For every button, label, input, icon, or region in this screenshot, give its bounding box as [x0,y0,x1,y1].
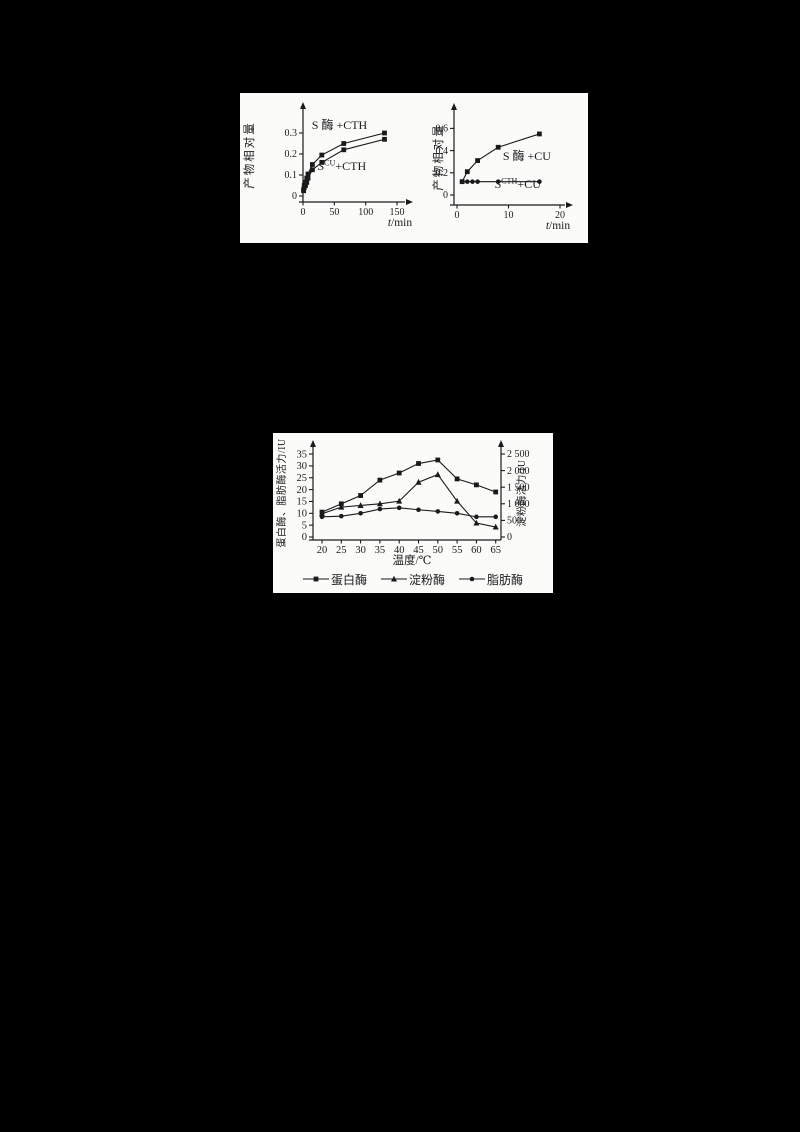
svg-text:25: 25 [297,473,308,484]
svg-text:0: 0 [507,532,512,543]
svg-text:蛋白酶、脂肪酶活力/IU: 蛋白酶、脂肪酶活力/IU [275,438,288,548]
square-marker-icon [302,576,329,582]
svg-text:0.2: 0.2 [285,149,298,160]
chart-legend: 蛋白酶 淀粉酶 脂肪酶 [273,567,553,591]
svg-text:1 000: 1 000 [507,499,530,510]
svg-text:30: 30 [297,461,308,472]
svg-text:SCTH+CU: SCTH+CU [495,177,541,192]
svg-text:60: 60 [471,545,482,556]
svg-text:10: 10 [504,210,514,221]
svg-text:15: 15 [297,497,308,508]
svg-text:40: 40 [394,545,405,556]
svg-text:产物相对量: 产物相对量 [432,123,445,191]
svg-text:2 000: 2 000 [507,466,530,477]
svg-text:55: 55 [452,545,463,556]
svg-text:S 酶 +CU: S 酶 +CU [503,148,551,163]
svg-text:50: 50 [433,545,444,556]
legend-label: 淀粉酶 [408,572,445,587]
svg-text:65: 65 [490,545,501,556]
svg-text:SCU+CTH: SCU+CTH [318,158,366,173]
legend-label: 蛋白酶 [330,572,367,587]
svg-text:25: 25 [336,545,347,556]
svg-text:0.2: 0.2 [436,168,449,179]
svg-text:t/min: t/min [546,220,571,232]
enzyme-temperature-figure-panel: 20 25 30 35 40 45 50 55 60 65 0 5 10 15 20 25 30 35 0 500 1 … [273,433,553,593]
svg-text:500: 500 [507,516,522,527]
svg-text:0: 0 [301,207,306,218]
svg-text:0: 0 [292,191,297,202]
svg-text:S 酶 +CTH: S 酶 +CTH [312,117,368,132]
svg-text:20: 20 [297,485,308,496]
svg-text:2 500: 2 500 [507,449,530,460]
chart-substrate-cth-kinetics: 0 50 100 150 0 0.1 0.2 0.3 产物相对量 t/min S 酶 +CTH SCU… [242,102,413,229]
svg-text:1 500: 1 500 [507,482,530,493]
svg-text:30: 30 [355,545,366,556]
svg-text:35: 35 [375,545,386,556]
svg-text:温度/℃: 温度/℃ [392,553,431,567]
svg-text:45: 45 [413,545,424,556]
svg-text:5: 5 [302,520,307,531]
legend-label: 脂肪酶 [487,572,524,587]
svg-text:35: 35 [297,449,308,460]
svg-text:20: 20 [317,545,328,556]
svg-text:150: 150 [390,207,405,218]
triangle-marker-icon [380,575,407,582]
svg-text:0.1: 0.1 [285,170,298,181]
circle-marker-icon [459,576,485,582]
svg-text:t/min: t/min [388,217,413,229]
svg-text:50: 50 [329,207,339,218]
legend-item: 蛋白酶 [302,571,367,588]
legend-item: 淀粉酶 [380,571,445,588]
svg-text:0.6: 0.6 [436,124,449,135]
svg-text:0.3: 0.3 [285,128,298,139]
svg-text:100: 100 [358,207,373,218]
svg-text:20: 20 [555,210,565,221]
chart-enzyme-activity-vs-temperature: 20 25 30 35 40 45 50 55 60 650510152025303505001 … [275,438,530,567]
svg-text:0: 0 [302,532,307,543]
svg-text:0: 0 [455,210,460,221]
svg-text:0.4: 0.4 [436,146,449,157]
svg-text:淀粉酶活力/IU: 淀粉酶活力/IU [515,459,528,527]
legend-item: 脂肪酶 [459,571,523,588]
svg-text:10: 10 [297,509,308,520]
enzyme-kinetics-figure-panel: 0 50 100 150 0 0.1 0.2 0.3 产物相对量 t/min S 酶 +CTH SCU… [240,93,588,243]
svg-text:0: 0 [443,190,448,201]
svg-text:产物相对量: 产物相对量 [242,121,256,189]
